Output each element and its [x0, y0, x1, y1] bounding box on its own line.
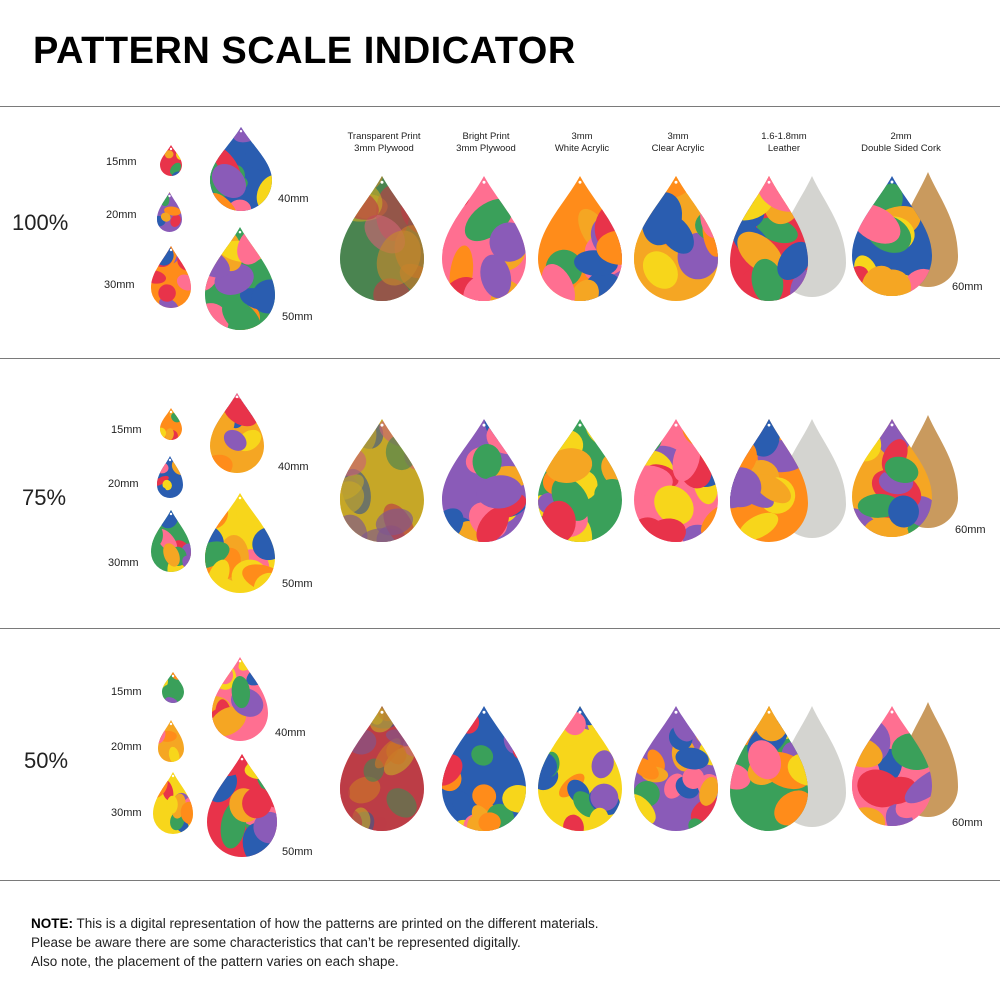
size-label-20mm: 20mm — [111, 741, 142, 753]
earring-material-0 — [340, 419, 424, 542]
scale-label-50: 50% — [24, 748, 69, 773]
earring-material-cork — [852, 706, 932, 826]
size-label-15mm: 15mm — [111, 424, 142, 436]
earring-sample-20mm — [158, 720, 184, 762]
earring-material-1 — [442, 706, 526, 831]
material-line1: 1.6-1.8mm — [761, 131, 807, 142]
earring-material-leather — [730, 706, 808, 831]
note-label: NOTE: — [31, 916, 73, 931]
divider — [0, 358, 1000, 359]
material-header-clear-acrylic: 3mm Clear Acrylic — [623, 131, 733, 155]
size-label-40mm: 40mm — [278, 193, 309, 205]
material-header-cork: 2mm Double Sided Cork — [846, 131, 956, 155]
earring-material-0 — [340, 176, 424, 301]
scale-label-100: 100% — [12, 210, 69, 235]
material-header-leather: 1.6-1.8mm Leather — [729, 131, 839, 155]
earring-material-2 — [538, 706, 622, 831]
size-label-60mm: 60mm — [952, 817, 983, 829]
page-title: PATTERN SCALE INDICATOR — [33, 30, 576, 72]
earring-material-cork — [852, 176, 932, 296]
size-label-20mm: 20mm — [106, 209, 137, 221]
material-line1: Bright Print — [462, 131, 510, 142]
earring-sample-30mm — [151, 510, 191, 572]
size-label-50mm: 50mm — [282, 846, 313, 858]
material-line1: 3mm — [667, 131, 689, 142]
size-label-60mm: 60mm — [955, 524, 986, 536]
size-label-60mm: 60mm — [952, 281, 983, 293]
earring-sample-40mm — [210, 127, 272, 211]
divider — [0, 880, 1000, 881]
earring-material-1 — [442, 176, 526, 301]
note-block: NOTE: This is a digital representation o… — [31, 914, 599, 971]
earring-material-2 — [538, 419, 622, 542]
material-line2: Clear Acrylic — [651, 143, 705, 154]
earring-sample-50mm — [205, 493, 275, 593]
earring-sample-15mm — [162, 672, 184, 703]
material-line1: 2mm — [890, 131, 912, 142]
note-line2: Please be aware there are some character… — [31, 935, 521, 950]
size-label-50mm: 50mm — [282, 311, 313, 323]
earring-sample-15mm — [160, 145, 182, 176]
material-header-transparent-plywood: Transparent Print 3mm Plywood — [329, 131, 439, 155]
material-line2: Leather — [767, 143, 801, 154]
note-line1: This is a digital representation of how … — [76, 916, 599, 931]
size-label-15mm: 15mm — [111, 686, 142, 698]
material-line2: 3mm Plywood — [456, 143, 516, 154]
earring-material-3 — [634, 419, 718, 542]
material-line1: 3mm — [571, 131, 593, 142]
size-label-30mm: 30mm — [104, 279, 135, 291]
earring-sample-50mm — [205, 227, 275, 330]
size-label-30mm: 30mm — [108, 557, 139, 569]
earring-sample-15mm — [160, 408, 182, 440]
size-label-15mm: 15mm — [106, 156, 137, 168]
material-header-bright-plywood: Bright Print 3mm Plywood — [431, 131, 541, 155]
material-line2: 3mm Plywood — [354, 143, 414, 154]
earring-sample-30mm — [153, 772, 193, 834]
earring-material-leather — [730, 419, 808, 542]
earring-sample-50mm — [207, 754, 277, 857]
material-line1: Transparent Print — [347, 131, 421, 142]
earring-sample-30mm — [151, 246, 191, 308]
size-label-40mm: 40mm — [275, 727, 306, 739]
divider — [0, 628, 1000, 629]
size-label-20mm: 20mm — [108, 478, 139, 490]
earring-sample-20mm — [157, 456, 183, 498]
earring-sample-40mm — [212, 657, 268, 741]
earring-material-cork — [852, 419, 932, 537]
earring-material-3 — [634, 176, 718, 301]
earring-material-3 — [634, 706, 718, 831]
divider — [0, 106, 1000, 107]
earring-material-0 — [340, 706, 424, 831]
material-line2: White Acrylic — [554, 143, 610, 154]
size-label-30mm: 30mm — [111, 807, 142, 819]
size-label-40mm: 40mm — [278, 461, 309, 473]
earring-material-1 — [442, 419, 526, 542]
material-line2: Double Sided Cork — [861, 143, 941, 154]
earring-material-2 — [538, 176, 622, 301]
earring-material-leather — [730, 176, 808, 301]
earring-sample-20mm — [157, 192, 182, 232]
material-header-white-acrylic: 3mm White Acrylic — [527, 131, 637, 155]
earring-sample-40mm — [210, 393, 264, 473]
note-line3: Also note, the placement of the pattern … — [31, 954, 399, 969]
size-label-50mm: 50mm — [282, 578, 313, 590]
scale-label-75: 75% — [22, 485, 67, 510]
